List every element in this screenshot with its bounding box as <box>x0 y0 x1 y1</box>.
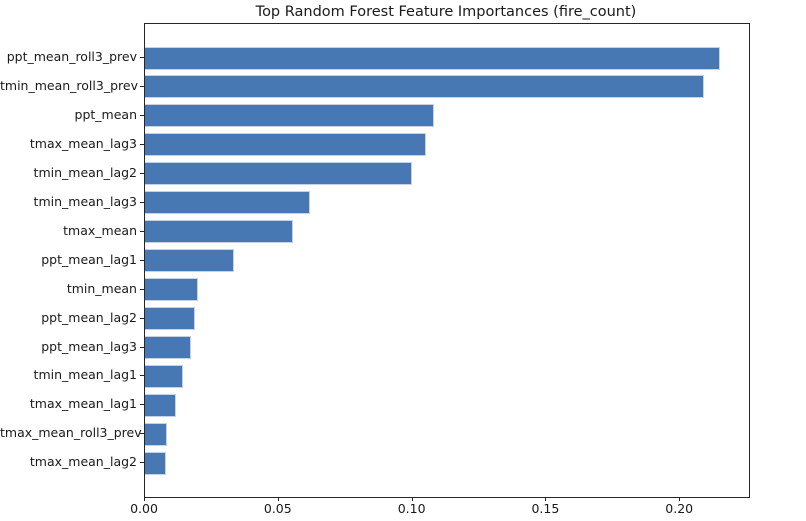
bar-ppt_mean_lag3 <box>145 336 192 359</box>
ytick-label: tmin_mean <box>66 280 137 296</box>
ytick-label: tmax_mean_roll3_prev <box>0 425 142 441</box>
ytick-label: ppt_mean <box>74 106 137 122</box>
bar-ppt_mean <box>145 104 435 128</box>
ytick-label: tmin_mean_lag2 <box>33 164 137 180</box>
bar-tmin_mean_lag3 <box>145 191 311 215</box>
bar-tmax_mean <box>145 220 293 244</box>
xtick-mark <box>144 497 145 501</box>
ytick-mark <box>140 201 144 203</box>
chart-title: Top Random Forest Feature Importances (f… <box>255 4 637 20</box>
bar-tmax_mean_lag2 <box>145 451 167 475</box>
ytick-mark <box>140 85 144 87</box>
xtick-mark <box>277 497 279 501</box>
xtick-label: 0.15 <box>531 501 560 516</box>
xtick-mark <box>411 497 413 501</box>
ytick-mark <box>140 317 144 319</box>
ytick-mark <box>140 404 144 406</box>
ytick-label: tmax_mean_lag3 <box>29 135 137 151</box>
ytick-mark <box>140 288 144 290</box>
ytick-mark <box>140 259 144 261</box>
ytick-label: tmin_mean_lag1 <box>33 367 137 383</box>
bar-ppt_mean_lag1 <box>145 249 234 273</box>
bar-tmax_mean_lag3 <box>145 133 426 157</box>
bar-tmax_mean_roll3_prev <box>145 422 167 446</box>
ytick-label: tmin_mean_lag3 <box>33 193 137 209</box>
bar-ppt_mean_lag2 <box>145 307 196 331</box>
ytick-mark <box>140 230 144 232</box>
ytick-mark <box>140 346 144 348</box>
ytick-mark <box>140 143 144 145</box>
ytick-label: ppt_mean_roll3_prev <box>6 49 137 64</box>
xtick-label: 0.05 <box>263 501 292 516</box>
ytick-label: tmin_mean_roll3_prev <box>0 77 138 93</box>
xtick-label: 0.00 <box>130 501 158 516</box>
plot-area <box>144 23 750 498</box>
ytick-mark <box>140 114 144 116</box>
ytick-label: ppt_mean_lag2 <box>41 309 137 325</box>
bar-tmin_mean_roll3_prev <box>145 75 705 99</box>
bar-tmin_mean <box>145 278 199 302</box>
bar-tmax_mean_lag1 <box>145 393 177 417</box>
ytick-mark <box>140 433 144 435</box>
ytick-label: tmax_mean_lag1 <box>29 396 137 412</box>
ytick-label: tmax_mean <box>63 222 137 238</box>
xtick-label: 0.20 <box>665 501 694 516</box>
xtick-mark <box>545 497 547 501</box>
ytick-mark <box>140 172 144 174</box>
ytick-mark <box>140 462 144 464</box>
ytick-label: ppt_mean_lag3 <box>41 338 137 354</box>
ytick-mark <box>140 375 144 377</box>
xtick-mark <box>679 497 681 501</box>
ytick-label: ppt_mean_lag1 <box>41 251 137 267</box>
xtick-label: 0.10 <box>397 501 426 516</box>
bar-tmin_mean_lag2 <box>145 162 412 186</box>
ytick-mark <box>140 57 144 58</box>
ytick-label: tmax_mean_lag2 <box>29 454 137 470</box>
bar-tmin_mean_lag1 <box>145 364 183 388</box>
bar-ppt_mean_roll3_prev <box>145 46 721 70</box>
